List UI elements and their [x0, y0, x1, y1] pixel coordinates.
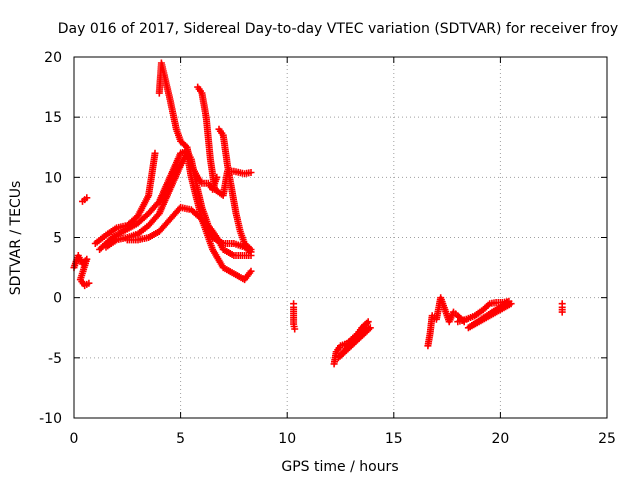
y-tick-label: 20 [44, 50, 62, 66]
y-tick-label: 5 [53, 231, 62, 247]
series-arc-18-20h [454, 297, 515, 332]
series-arc-10h [290, 300, 299, 333]
data-point-markers [79, 194, 91, 205]
y-tick-label: 0 [53, 291, 62, 307]
data-point-markers [215, 125, 255, 253]
series-arc-12-14h [330, 318, 374, 368]
data-layer [70, 59, 566, 368]
y-tick-label: 10 [44, 170, 62, 186]
data-point-markers [424, 294, 468, 350]
series-arc-16-18h [424, 294, 468, 350]
series-arc-late-hump-2 [215, 125, 255, 253]
data-point-markers [102, 149, 255, 284]
chart-title: Day 016 of 2017, Sidereal Day-to-day VTE… [58, 21, 618, 37]
data-point-markers [558, 300, 566, 316]
y-tick-label: 15 [44, 110, 62, 126]
y-tick-label: -10 [39, 411, 62, 427]
data-point-markers [330, 318, 374, 368]
axis-ticks: 0 5 10 15 20 25 -10 -5 0 5 10 15 20 [39, 50, 616, 447]
x-tick-label: 20 [491, 431, 509, 447]
x-tick-label: 5 [176, 431, 185, 447]
series-arc-23h [558, 300, 566, 316]
data-point-markers [454, 297, 515, 332]
data-point-markers [96, 147, 255, 259]
grid [74, 57, 607, 418]
x-tick-label: 0 [70, 431, 79, 447]
series-arc-main-3 [102, 149, 255, 284]
series-arc-early-blip [79, 194, 91, 205]
x-tick-label: 10 [278, 431, 296, 447]
data-point-markers [290, 300, 299, 333]
y-tick-label: -5 [48, 351, 62, 367]
x-axis-label: GPS time / hours [281, 459, 398, 475]
x-tick-label: 25 [598, 431, 616, 447]
x-tick-label: 15 [385, 431, 403, 447]
y-axis-label: SDTVAR / TECUs [8, 181, 24, 296]
series-arc-main-2 [96, 147, 255, 259]
